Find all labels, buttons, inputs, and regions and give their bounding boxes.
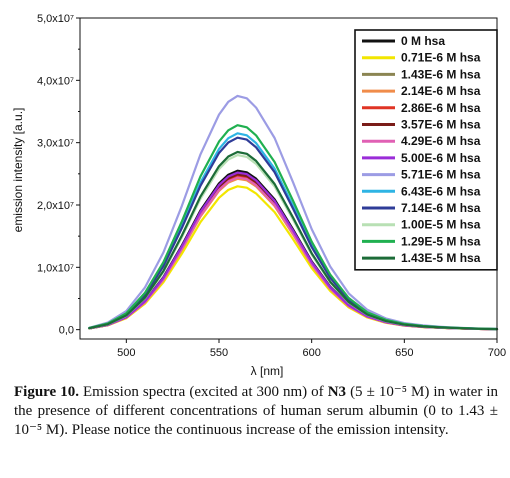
x-tick-label: 500	[117, 347, 135, 359]
caption-compound: N3	[327, 384, 347, 400]
caption-label: Figure 10.	[14, 384, 79, 400]
y-tick-label: 4,0x10⁷	[37, 75, 74, 87]
caption-text-after: (5 ± 10⁻⁵ M) in water in the presence of…	[14, 384, 498, 438]
legend-entry-label: 4.29E-6 M hsa	[401, 134, 481, 148]
legend-entry-label: 5.00E-6 M hsa	[401, 151, 481, 165]
y-tick-label: 2,0x10⁷	[37, 200, 74, 212]
legend-entry-label: 3.57E-6 M hsa	[401, 118, 481, 132]
x-tick-label: 600	[302, 347, 320, 359]
spectra-curves	[88, 94, 499, 331]
legend-entry-label: 7.14E-6 M hsa	[401, 201, 481, 215]
legend-entry-label: 1.00E-5 M hsa	[401, 218, 481, 232]
legend: 0 M hsa 0.71E-6 M hsa 1.43E-6 M hsa 2.14E-6…	[354, 29, 498, 271]
x-tick-label: 550	[210, 347, 228, 359]
legend-entry-label: 2.86E-6 M hsa	[401, 101, 481, 115]
legend-entry-label: 1.43E-6 M hsa	[401, 67, 481, 81]
series-line-14	[88, 150, 499, 331]
legend-entry-label: 0 M hsa	[401, 34, 445, 48]
legend-entry-label: 1.29E-5 M hsa	[401, 234, 481, 248]
emission-spectra-chart: 500 550 600 650 700 0,0 1,0x10⁷ 2,0x10⁷ 3,0x10⁷ 4…	[11, 13, 506, 378]
y-tick-label: 0,0	[59, 325, 74, 337]
x-tick-label: 700	[488, 347, 506, 359]
figure-caption: Figure 10. Emission spectra (excited at …	[14, 383, 498, 440]
legend-box	[354, 29, 498, 271]
legend-entry-label: 2.14E-6 M hsa	[401, 84, 481, 98]
y-axis-label: emission intensity [a.u.]	[11, 108, 25, 233]
caption-text-before: Emission spectra (excited at 300 nm) of	[83, 384, 324, 400]
x-tick-label: 650	[395, 347, 413, 359]
y-tick-label: 1,0x10⁷	[37, 262, 74, 274]
y-tick-label: 5,0x10⁷	[37, 13, 74, 25]
legend-entry-label: 5.71E-6 M hsa	[401, 168, 481, 182]
y-tick-label: 3,0x10⁷	[37, 138, 74, 150]
legend-entry-label: 0.71E-6 M hsa	[401, 51, 481, 65]
legend-entry-label: 6.43E-6 M hsa	[401, 184, 481, 198]
x-axis-label: λ [nm]	[251, 364, 284, 378]
legend-entry-label: 1.43E-5 M hsa	[401, 251, 481, 265]
